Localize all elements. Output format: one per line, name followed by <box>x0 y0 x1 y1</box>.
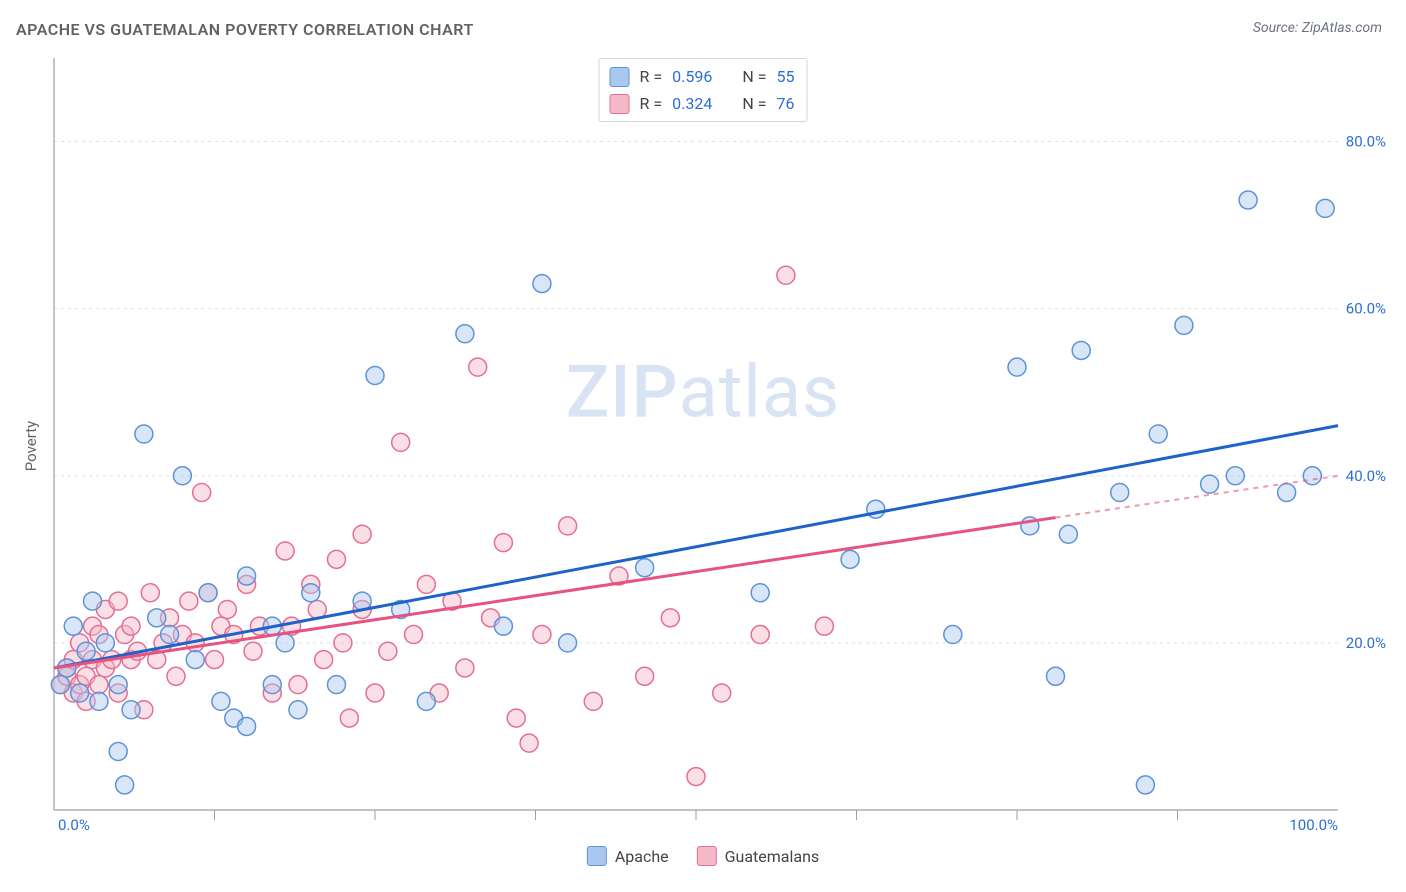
legend-label: Guatemalans <box>725 847 820 866</box>
source-label: Source: ZipAtlas.com <box>1253 20 1382 36</box>
plot-svg: 20.0% 40.0% 60.0% 80.0% 0.0% 100.0% <box>48 50 1388 830</box>
n-value: 76 <box>776 90 794 117</box>
legend-item-guatemalans: Guatemalans <box>697 846 820 866</box>
series-legend: Apache Guatemalans <box>587 846 819 866</box>
r-value: 0.596 <box>672 63 712 90</box>
legend-row-apache: R = 0.596 N = 55 <box>610 63 795 90</box>
svg-text:60.0%: 60.0% <box>1346 300 1386 318</box>
r-label: R = <box>640 90 663 117</box>
r-value: 0.324 <box>672 90 712 117</box>
svg-text:100.0%: 100.0% <box>1289 816 1338 830</box>
scatter-plot: 20.0% 40.0% 60.0% 80.0% 0.0% 100.0% <box>48 50 1388 830</box>
svg-text:0.0%: 0.0% <box>58 816 90 830</box>
svg-text:80.0%: 80.0% <box>1346 133 1386 151</box>
n-value: 55 <box>776 63 794 90</box>
n-label: N = <box>742 90 766 117</box>
swatch-guatemalans <box>697 846 717 866</box>
y-axis-label: Poverty <box>22 421 40 471</box>
legend-item-apache: Apache <box>587 846 669 866</box>
swatch-guatemalans <box>610 94 630 114</box>
correlation-legend: R = 0.596 N = 55 R = 0.324 N = 76 <box>599 58 808 122</box>
legend-row-guatemalans: R = 0.324 N = 76 <box>610 90 795 117</box>
svg-text:20.0%: 20.0% <box>1346 634 1386 652</box>
swatch-apache <box>587 846 607 866</box>
r-label: R = <box>640 63 663 90</box>
chart-title: APACHE VS GUATEMALAN POVERTY CORRELATION… <box>16 20 474 39</box>
legend-label: Apache <box>615 847 669 866</box>
svg-text:40.0%: 40.0% <box>1346 467 1386 485</box>
swatch-apache <box>610 67 630 87</box>
n-label: N = <box>742 63 766 90</box>
